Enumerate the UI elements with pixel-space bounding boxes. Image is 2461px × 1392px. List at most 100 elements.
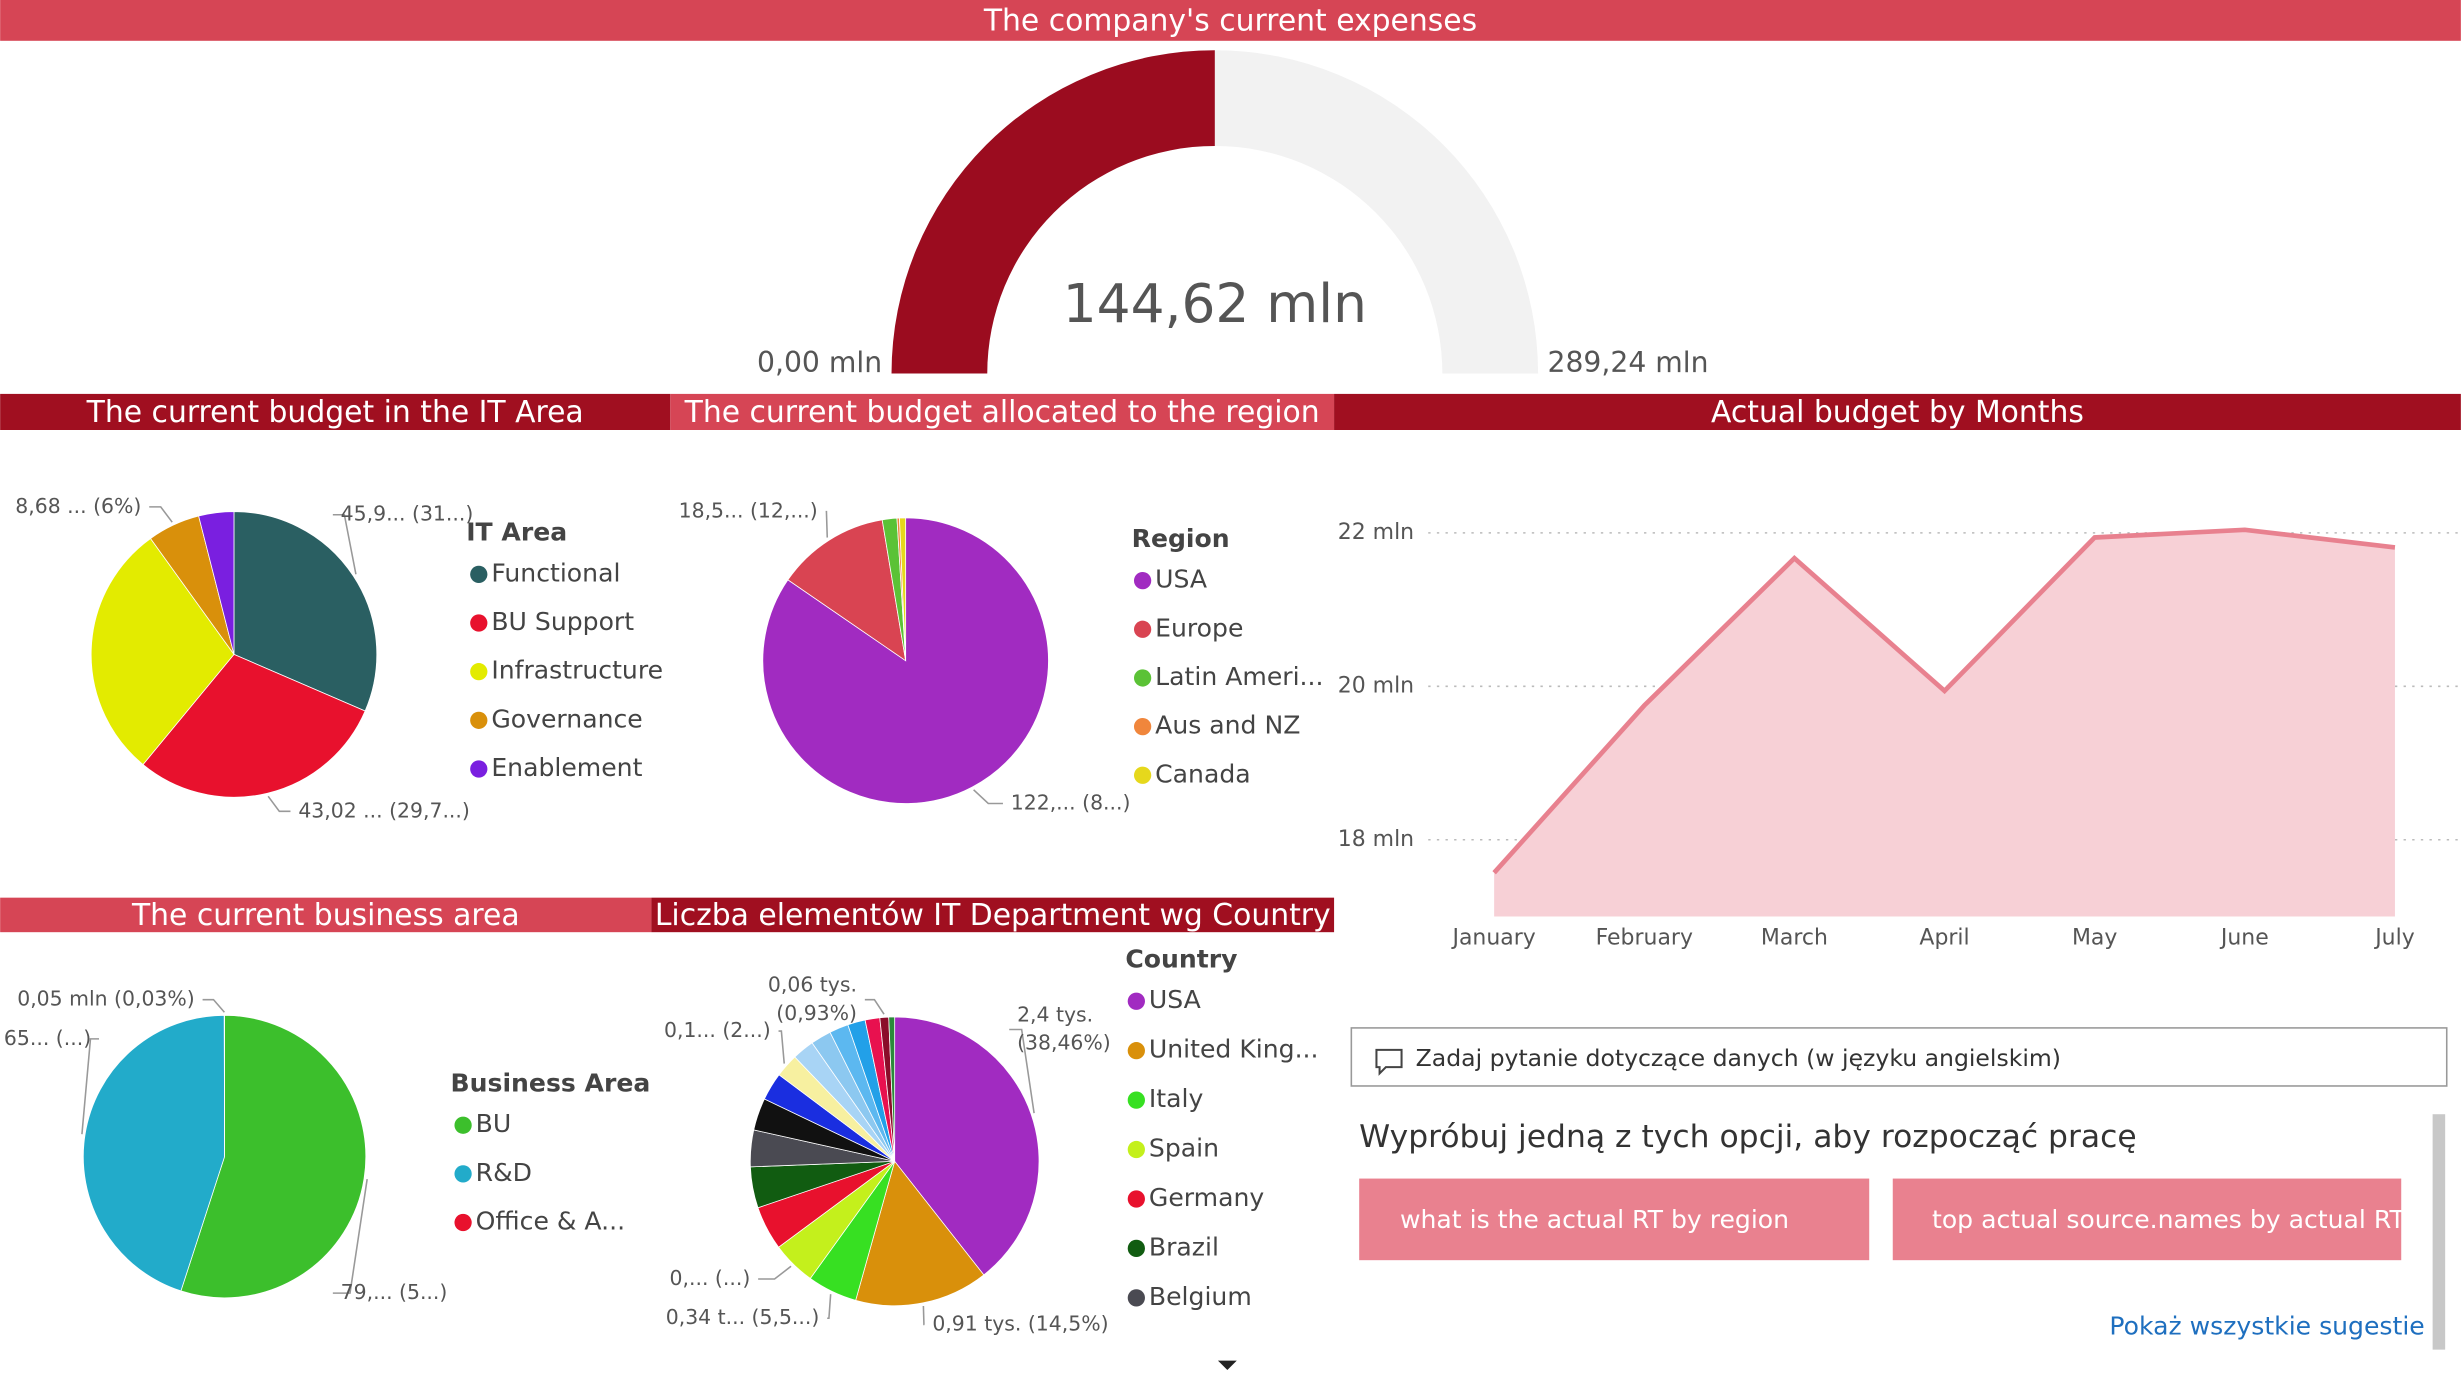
- y-tick-label: 22 mln: [1338, 520, 1414, 545]
- pie-slice: [233, 511, 378, 712]
- x-tick-label: April: [1919, 925, 1969, 950]
- pie-slice: [82, 1014, 225, 1292]
- label-leader: [1009, 1028, 1035, 1114]
- legend-marker: [454, 1165, 472, 1183]
- qa-heading: Wypróbuj jedną z tych opcji, aby rozpocz…: [1359, 1119, 2136, 1155]
- legend-marker: [1133, 572, 1152, 590]
- pie-slice: [855, 1160, 985, 1307]
- legend-title: Country: [1125, 944, 1237, 973]
- pie-slice: [90, 537, 235, 766]
- pie-slice: [142, 653, 366, 798]
- legend-marker: [1133, 620, 1152, 638]
- suggestion-text[interactable]: top actual source.names by actual RT: [1932, 1205, 2405, 1234]
- gauge-range-label: 289,24 mln: [1548, 346, 1709, 379]
- legend-label: Latin Ameri...: [1155, 662, 1323, 691]
- data-label: 2,4 tys. (38,46%): [1017, 1002, 1111, 1054]
- pie-slice: [787, 519, 907, 662]
- gauge-range-label: 0,00 mln: [757, 346, 882, 379]
- label-leader: [973, 789, 1003, 805]
- pie-slice: [888, 1016, 896, 1162]
- legend-label: Europe: [1155, 613, 1243, 642]
- legend-label: Enablement: [491, 753, 642, 782]
- data-label: 0,05 mln (0,03%): [17, 987, 195, 1011]
- pie-slice: [180, 1014, 367, 1299]
- label-leader: [81, 1038, 100, 1135]
- gauge-value-label: 144,62 mln: [1063, 272, 1367, 335]
- header-band: [670, 393, 1335, 430]
- suggestion-button[interactable]: [1359, 1178, 1870, 1261]
- legend-marker: [454, 1116, 472, 1134]
- label-leader: [202, 998, 225, 1013]
- data-label: 45,9... (31...): [341, 502, 474, 526]
- legend-marker: [470, 565, 488, 584]
- legend-label: Aus and NZ: [1155, 711, 1300, 740]
- legend-marker: [470, 760, 488, 778]
- header-band: [0, 393, 671, 430]
- legend-label: Germany: [1149, 1183, 1264, 1212]
- legend-marker: [470, 614, 488, 632]
- chart-title: Actual budget by Months: [1711, 395, 2084, 430]
- show-all-link[interactable]: Pokaż wszystkie sugestie: [2109, 1312, 2424, 1341]
- label-leader: [778, 1030, 786, 1064]
- x-tick-label: March: [1761, 925, 1828, 950]
- data-label: 0,34 t... (5,5...): [666, 1305, 820, 1329]
- qa-input[interactable]: [1350, 1027, 2448, 1087]
- suggestion-text[interactable]: what is the actual RT by region: [1400, 1205, 1789, 1234]
- data-label: 0,... (...): [670, 1266, 751, 1290]
- y-tick-label: 20 mln: [1338, 673, 1414, 698]
- legend-scroll-arrow[interactable]: [1217, 1360, 1237, 1371]
- legend-label: Canada: [1155, 759, 1251, 788]
- header-band: [1334, 393, 2461, 430]
- legend-marker: [1133, 717, 1152, 736]
- legend-marker: [1127, 1239, 1145, 1258]
- y-tick-label: 18 mln: [1338, 827, 1414, 852]
- legend-label: Belgium: [1149, 1282, 1252, 1311]
- chart-title: The current budget in the IT Area: [86, 395, 584, 430]
- x-tick-label: May: [2072, 925, 2117, 950]
- legend-title: Business Area: [451, 1068, 651, 1097]
- data-label: 0,91 tys. (14,5%): [932, 1312, 1108, 1336]
- legend-marker: [1127, 1289, 1145, 1307]
- chart-title: The current business area: [131, 898, 520, 933]
- legend-label: Governance: [491, 704, 642, 733]
- legend-label: Office & A...: [476, 1207, 625, 1236]
- label-leader: [827, 1294, 832, 1320]
- legend-marker: [454, 1213, 472, 1232]
- legend-label: Spain: [1149, 1134, 1219, 1163]
- legend-label: BU Support: [491, 607, 634, 636]
- label-leader: [864, 998, 885, 1015]
- x-tick-label: January: [1450, 925, 1535, 950]
- x-tick-label: July: [2373, 925, 2415, 950]
- chart-title: The company's current expenses: [983, 3, 1477, 38]
- data-label: 0,1... (2...): [664, 1018, 771, 1042]
- data-label: 8,68 ... (6%): [15, 494, 141, 518]
- label-leader: [267, 795, 291, 813]
- label-leader: [332, 513, 357, 575]
- data-label: 122,... (8...): [1011, 790, 1131, 814]
- legend-title: Region: [1132, 524, 1230, 553]
- legend-marker: [1127, 1042, 1145, 1060]
- legend-marker: [1127, 1190, 1145, 1208]
- area: [1494, 529, 2395, 917]
- chart-title: Liczba elementów IT Department wg Countr…: [655, 898, 1331, 933]
- data-label: 0,06 tys. (0,93%): [768, 973, 857, 1025]
- legend-label: Functional: [491, 558, 620, 587]
- legend-marker: [470, 663, 488, 681]
- scrollbar: [2432, 1114, 2446, 1350]
- label-leader: [922, 1305, 925, 1326]
- legend-marker: [1127, 1091, 1145, 1109]
- data-label: 79,... (5...): [341, 1280, 448, 1304]
- header-band: [0, 0, 2461, 41]
- legend-label: Infrastructure: [491, 656, 663, 685]
- chart-title: The current budget allocated to the regi…: [684, 395, 1320, 430]
- suggestion-button[interactable]: [1892, 1178, 2402, 1261]
- pie-slice: [198, 511, 235, 655]
- legend-label: United King...: [1149, 1035, 1319, 1064]
- legend-label: USA: [1155, 565, 1207, 594]
- header-band: [651, 897, 1335, 933]
- x-tick-label: June: [2219, 925, 2269, 950]
- pie-slice: [899, 517, 907, 661]
- legend-label: Brazil: [1149, 1232, 1219, 1261]
- legend-marker: [1133, 766, 1152, 784]
